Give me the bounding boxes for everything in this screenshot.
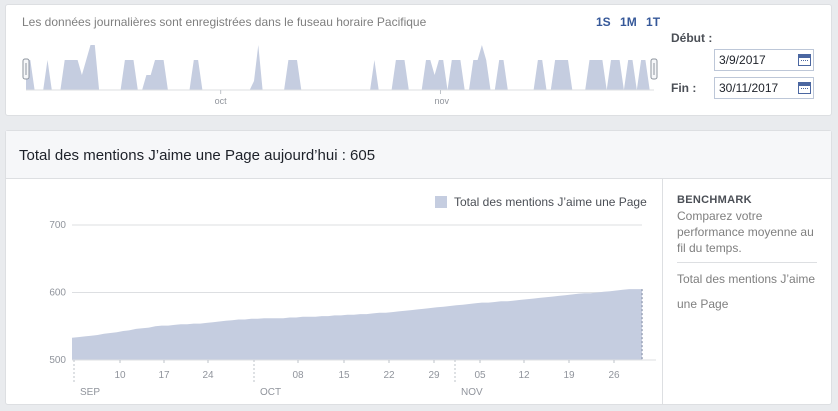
y-tick-label: 600 [49, 288, 66, 299]
month-label: NOV [461, 387, 483, 398]
x-tick-label: 29 [428, 370, 440, 381]
timezone-info: Les données journalières sont enregistré… [22, 15, 427, 29]
benchmark-title: BENCHMARK [677, 194, 752, 206]
sparkline-month-label: nov [434, 96, 449, 106]
month-label: SEP [80, 387, 100, 398]
range-button-1m[interactable]: 1M [620, 15, 637, 29]
calendar-icon[interactable] [798, 54, 811, 66]
legend-label: Total des mentions J’aime une Page [454, 195, 647, 209]
y-tick-label: 700 [49, 220, 66, 231]
range-button-1q[interactable]: 1T [646, 15, 661, 29]
x-tick-label: 12 [518, 370, 530, 381]
range-buttons: 1S 1M 1T [596, 15, 666, 29]
end-date-label: Fin : [671, 81, 697, 95]
likes-chart-panel: Total des mentions J’aime une Page aujou… [5, 130, 832, 405]
panel-header: Total des mentions J’aime une Page aujou… [6, 131, 831, 179]
sparkline-month-label: oct [215, 96, 228, 106]
x-tick-label: 24 [202, 370, 214, 381]
x-tick-label: 17 [158, 370, 170, 381]
x-tick-label: 05 [474, 370, 486, 381]
x-tick-label: 22 [383, 370, 395, 381]
end-date-field[interactable] [714, 77, 814, 99]
likes-area-chart[interactable]: 500 600 700 10 17 24 08 15 22 29 05 12 19 26 SEP OCT NOV… [6, 179, 662, 405]
start-date-field[interactable] [714, 49, 814, 71]
y-tick-label: 500 [49, 355, 66, 366]
benchmark-description: Comparez votre performance moyenne au fi… [677, 209, 814, 255]
month-label: OCT [260, 387, 281, 398]
sidebar-divider [662, 179, 663, 405]
page-title: Total des mentions J’aime une Page aujou… [19, 147, 376, 164]
legend-swatch [435, 196, 447, 208]
series-area [72, 289, 642, 360]
date-range-panel: oct nov Les données journalières sont enr… [5, 4, 832, 116]
range-button-1w[interactable]: 1S [596, 15, 611, 29]
x-tick-label: 19 [563, 370, 575, 381]
benchmark-metric-link[interactable]: Total des mentions J’aime une Page [677, 272, 816, 311]
sparkline-area [26, 45, 654, 90]
benchmark-divider [677, 262, 817, 263]
calendar-icon[interactable] [798, 82, 811, 94]
start-date-label: Début : [671, 31, 713, 45]
x-tick-label: 15 [338, 370, 350, 381]
x-tick-label: 26 [608, 370, 620, 381]
overview-sparkline[interactable]: oct nov [6, 5, 833, 115]
x-tick-label: 08 [292, 370, 304, 381]
x-tick-label: 10 [114, 370, 126, 381]
